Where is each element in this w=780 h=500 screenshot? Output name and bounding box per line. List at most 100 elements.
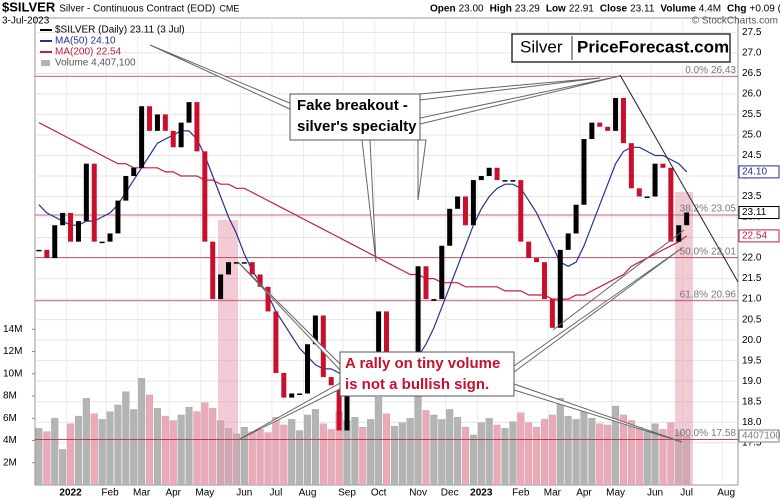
trendline-up [552,229,685,331]
quote-label: Low [546,4,566,15]
candle [273,311,279,373]
y-tick-label: 22.0 [742,253,762,264]
volume-bar [193,411,201,486]
price-tag [738,165,780,179]
y-tick-label: 25.0 [742,130,762,141]
volume-bar [635,427,643,486]
candle [502,180,508,182]
candle [115,200,121,234]
volume-bar [304,414,312,486]
candle [573,204,579,234]
annotation-text: Fake breakout - [297,97,408,114]
y2-tick-label: 2M [3,457,17,468]
candle [455,196,461,209]
candle [526,241,532,259]
y-tick-label: 19.0 [742,376,762,387]
volume-bar [533,427,541,486]
quote-value: 22.91 [569,4,594,15]
quote-value: 23.00 [459,4,484,15]
y2-tick-label: 4M [3,435,17,446]
candle [534,258,540,263]
candle [162,114,168,131]
annotation-text: silver's specialty [297,118,417,135]
volume-bar [422,410,430,486]
volume-bar [51,418,59,486]
y-tick-label: 27.0 [742,48,762,59]
quote-value: +0.09 (+0.40%) [749,4,780,15]
x-tick-label: Apr [576,488,592,499]
candle [415,266,421,357]
symbol: $SILVER [2,0,56,14]
volume-bar [106,411,114,486]
fib-ratio: 0.0% [685,65,708,76]
volume-bar [153,408,161,486]
fib-ratio: 50.0% [680,246,708,257]
candle [52,225,58,259]
volume-bar [43,431,51,486]
volume-bar [564,415,572,486]
volume-bar [580,411,588,486]
volume-bar [98,419,106,486]
candle [60,212,66,226]
volume-bar [485,418,493,486]
volume-bar [406,418,414,486]
x-tick-label: Aug [717,488,735,499]
candle [75,221,81,242]
x-tick-label: 2022 [59,488,82,499]
volume-bar [383,413,390,486]
candle [218,274,224,300]
x-tick-label: Jun [647,488,663,499]
candle [233,262,239,264]
candle [241,262,247,264]
volume-bar [540,419,548,486]
y2-tick-label: 14M [3,324,22,335]
x-tick-label: Jun [236,488,252,499]
fib-value: 20.96 [711,289,736,300]
volume-bar [359,427,367,486]
logo-text: PriceForecast.com [577,37,729,56]
candle [541,262,547,300]
credit: © StockCharts.com [692,16,778,27]
price-tag-label: 4407100 [742,431,780,442]
candle [668,167,674,242]
candle [131,167,137,176]
y2-tick-label: 10M [3,368,22,379]
moving-average [38,122,688,300]
volume-bar [256,429,264,486]
candle [83,163,89,222]
volume-bar [74,415,82,486]
candle [447,208,453,246]
candle [328,377,334,386]
fib-value: 23.05 [711,204,736,215]
price-tag-label: 24.10 [742,167,767,178]
y-tick-label: 21.5 [742,273,762,284]
candle [549,299,555,328]
x-tick-label: Dec [441,488,459,499]
candle [439,245,445,300]
volume-bar [643,430,651,486]
candle [91,163,97,242]
y-tick-label: 25.5 [742,109,762,120]
volume-bar [375,397,383,486]
y2-tick-label: 6M [3,413,17,424]
volume-bar [390,425,398,486]
volume-bar [493,424,501,486]
volume-bar [627,420,635,486]
x-tick-label: 2023 [470,488,493,499]
volume-bar [501,428,509,486]
quote-value: 23.11 [630,4,655,15]
candle [620,98,626,144]
volume-bar [659,429,667,486]
annotation-box [289,93,421,141]
y-tick-label: 19.5 [742,355,762,366]
volume-bar [296,430,304,486]
x-tick-label: May [606,488,625,499]
volume-bar [477,422,485,486]
x-tick-label: Jul [270,488,283,499]
volume-bar [264,432,272,486]
volume-bar [240,427,248,486]
candle [297,393,303,395]
candle [628,143,634,189]
candle [154,114,160,131]
volume-bar [351,417,359,486]
